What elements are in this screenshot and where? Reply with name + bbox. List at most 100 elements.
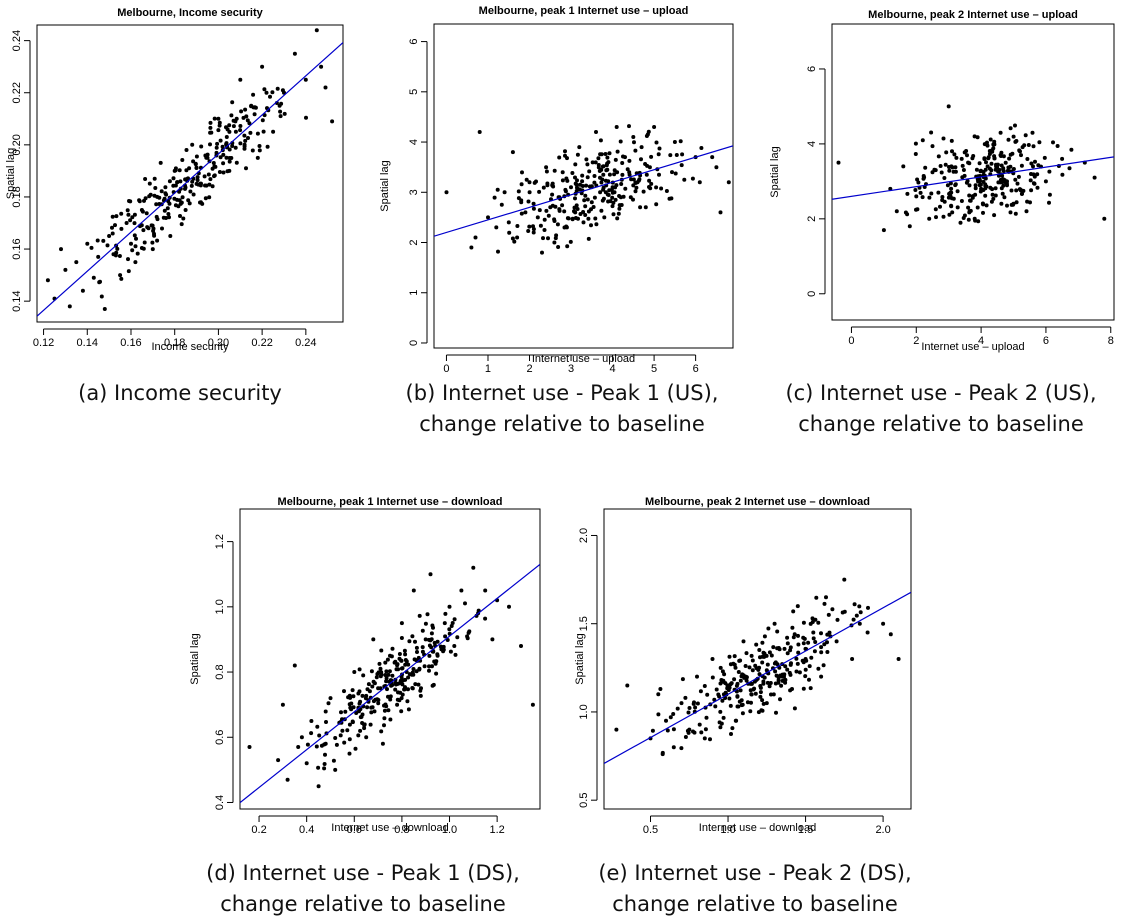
scatter-point bbox=[774, 711, 778, 715]
scatter-point bbox=[103, 307, 107, 311]
scatter-point bbox=[642, 190, 646, 194]
scatter-point bbox=[789, 661, 793, 665]
caption-e-line2: change relative to baseline bbox=[565, 889, 945, 920]
scatter-point bbox=[1027, 143, 1031, 147]
scatter-point bbox=[744, 664, 748, 668]
scatter-point bbox=[376, 701, 380, 705]
scatter-point bbox=[760, 641, 764, 645]
scatter-point bbox=[463, 601, 467, 605]
scatter-point bbox=[339, 733, 343, 737]
scatter-point bbox=[698, 723, 702, 727]
scatter-point bbox=[687, 731, 691, 735]
scatter-point bbox=[725, 683, 729, 687]
scatter-point bbox=[228, 160, 232, 164]
scatter-point bbox=[654, 202, 658, 206]
scatter-point bbox=[212, 164, 216, 168]
scatter-point bbox=[1013, 124, 1017, 128]
scatter-point bbox=[756, 668, 760, 672]
scatter-point bbox=[617, 194, 621, 198]
scatter-point bbox=[761, 680, 765, 684]
scatter-point bbox=[222, 171, 226, 175]
x-axis-title: Income security bbox=[151, 341, 229, 353]
scatter-point bbox=[379, 649, 383, 653]
scatter-point bbox=[168, 179, 172, 183]
scatter-point bbox=[816, 621, 820, 625]
scatter-point bbox=[190, 143, 194, 147]
scatter-point bbox=[751, 659, 755, 663]
scatter-point bbox=[788, 688, 792, 692]
scatter-point bbox=[720, 722, 724, 726]
scatter-point bbox=[1000, 180, 1004, 184]
scatter-point bbox=[634, 181, 638, 185]
scatter-point bbox=[228, 156, 232, 160]
scatter-point bbox=[496, 250, 500, 254]
scatter-point bbox=[975, 168, 979, 172]
scatter-point bbox=[748, 665, 752, 669]
scatter-point bbox=[740, 672, 744, 676]
scatter-point bbox=[931, 144, 935, 148]
scatter-point bbox=[411, 671, 415, 675]
y-tick-label: 0.24 bbox=[11, 30, 23, 51]
scatter-point bbox=[777, 678, 781, 682]
scatter-point bbox=[1015, 200, 1019, 204]
plot-frame bbox=[832, 24, 1114, 320]
y-tick-label: 0.8 bbox=[214, 664, 226, 679]
scatter-point bbox=[448, 605, 452, 609]
scatter-point bbox=[942, 176, 946, 180]
scatter-plot-e: Melbourne, peak 2 Internet use – downloa… bbox=[565, 485, 930, 845]
scatter-point bbox=[762, 702, 766, 706]
scatter-point bbox=[608, 151, 612, 155]
scatter-point bbox=[232, 119, 236, 123]
scatter-point bbox=[183, 187, 187, 191]
scatter-point bbox=[803, 637, 807, 641]
scatter-point bbox=[727, 180, 731, 184]
scatter-point bbox=[283, 112, 287, 116]
scatter-point bbox=[819, 645, 823, 649]
scatter-point bbox=[947, 104, 951, 108]
scatter-point bbox=[97, 280, 101, 284]
scatter-point bbox=[304, 78, 308, 82]
scatter-point bbox=[750, 693, 754, 697]
scatter-point bbox=[199, 145, 203, 149]
scatter-point bbox=[360, 715, 364, 719]
scatter-point bbox=[913, 188, 917, 192]
scatter-point bbox=[474, 236, 478, 240]
scatter-point bbox=[659, 187, 663, 191]
scatter-point bbox=[584, 184, 588, 188]
x-axis-title: Internet use – download bbox=[331, 822, 448, 834]
scatter-point bbox=[1019, 188, 1023, 192]
x-tick-label: 0 bbox=[848, 335, 854, 347]
scatter-point bbox=[572, 209, 576, 213]
scatter-point bbox=[434, 672, 438, 676]
scatter-point bbox=[1036, 186, 1040, 190]
scatter-point bbox=[962, 168, 966, 172]
scatter-point bbox=[853, 602, 857, 606]
scatter-point bbox=[655, 141, 659, 145]
scatter-point bbox=[1029, 162, 1033, 166]
scatter-point bbox=[730, 726, 734, 730]
scatter-point bbox=[627, 159, 631, 163]
scatter-point bbox=[921, 138, 925, 142]
scatter-point bbox=[370, 685, 374, 689]
scatter-point bbox=[166, 212, 170, 216]
scatter-point bbox=[763, 634, 767, 638]
scatter-point bbox=[960, 175, 964, 179]
scatter-point bbox=[708, 737, 712, 741]
scatter-point bbox=[403, 649, 407, 653]
scatter-point bbox=[163, 185, 167, 189]
scatter-point bbox=[914, 142, 918, 146]
scatter-point bbox=[881, 622, 885, 626]
scatter-point bbox=[711, 676, 715, 680]
scatter-point bbox=[361, 673, 365, 677]
scatter-point bbox=[126, 208, 130, 212]
scatter-point bbox=[324, 710, 328, 714]
scatter-point bbox=[983, 142, 987, 146]
scatter-point bbox=[634, 186, 638, 190]
scatter-point bbox=[215, 146, 219, 150]
scatter-point bbox=[352, 705, 356, 709]
plot-frame bbox=[604, 509, 911, 809]
scatter-point bbox=[348, 696, 352, 700]
scatter-point bbox=[208, 142, 212, 146]
scatter-point bbox=[1013, 178, 1017, 182]
scatter-point bbox=[309, 719, 313, 723]
